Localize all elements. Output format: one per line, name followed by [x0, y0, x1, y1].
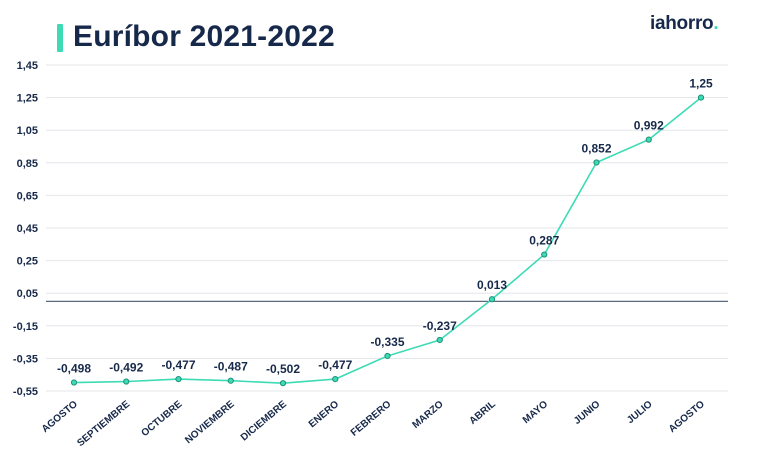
data-point: [593, 159, 600, 166]
y-tick-label: 1,45: [17, 60, 38, 72]
x-tick-label: JUNIO: [572, 399, 603, 427]
data-point: [70, 379, 78, 386]
data-label: 0,013: [477, 278, 507, 292]
data-point: [279, 380, 287, 387]
data-point: [697, 94, 705, 101]
data-point: [175, 376, 182, 383]
x-tick-label: MARZO: [411, 399, 446, 431]
y-tick-label: 0,25: [17, 256, 38, 268]
data-point: [332, 376, 339, 383]
brand-dot: .: [713, 13, 719, 34]
data-label: -0,498: [57, 362, 91, 376]
x-tick-label: DICIEMBRE: [239, 399, 289, 444]
data-label: -0,492: [109, 361, 143, 375]
title-accent-bar: [57, 24, 63, 52]
data-label: 0,287: [529, 234, 559, 248]
data-point: [384, 352, 391, 360]
x-tick-label: AGOSTO: [40, 399, 80, 435]
data-point: [436, 336, 443, 344]
data-label: -0,502: [266, 362, 300, 376]
data-point: [488, 296, 496, 303]
data-label: 1,25: [689, 77, 713, 91]
data-point: [123, 378, 130, 385]
data-label: -0,477: [318, 358, 352, 372]
y-tick-label: 0,45: [17, 223, 38, 235]
y-tick-label: -0,35: [13, 353, 38, 365]
y-tick-label: -0,55: [13, 386, 38, 398]
x-tick-label: OCTUBRE: [139, 399, 184, 439]
y-tick-label: -0,15: [13, 321, 38, 333]
x-tick-label: MAYO: [521, 399, 551, 426]
x-tick-label: JULIO: [625, 399, 655, 426]
y-tick-label: 1,05: [17, 125, 38, 137]
x-tick-label: SEPTIEMBRE: [75, 399, 132, 449]
y-tick-label: 0,65: [17, 190, 38, 202]
x-tick-label: AGOSTO: [667, 399, 707, 435]
data-label: -0,487: [214, 360, 248, 374]
x-tick-label: FEBRERO: [349, 399, 394, 439]
data-label: -0,477: [161, 358, 195, 372]
brand-name: iahorro: [650, 13, 714, 34]
brand-logo: iahorro.: [650, 13, 719, 35]
x-tick-label: NOVIEMBRE: [183, 399, 237, 447]
data-label: 0,992: [634, 119, 664, 133]
data-label: -0,237: [423, 319, 457, 333]
x-tick-label: ENERO: [307, 399, 341, 430]
y-tick-label: 0,05: [17, 288, 38, 300]
y-tick-label: 0,85: [17, 158, 38, 170]
data-point: [227, 377, 234, 384]
y-tick-label: 1,25: [17, 93, 38, 105]
data-point: [541, 251, 548, 258]
data-point: [645, 136, 652, 143]
x-tick-label: ABRIL: [467, 399, 497, 427]
data-label: -0,335: [370, 335, 404, 349]
data-label: 0,852: [581, 141, 611, 155]
chart-title: Euríbor 2021-2022: [73, 20, 335, 53]
